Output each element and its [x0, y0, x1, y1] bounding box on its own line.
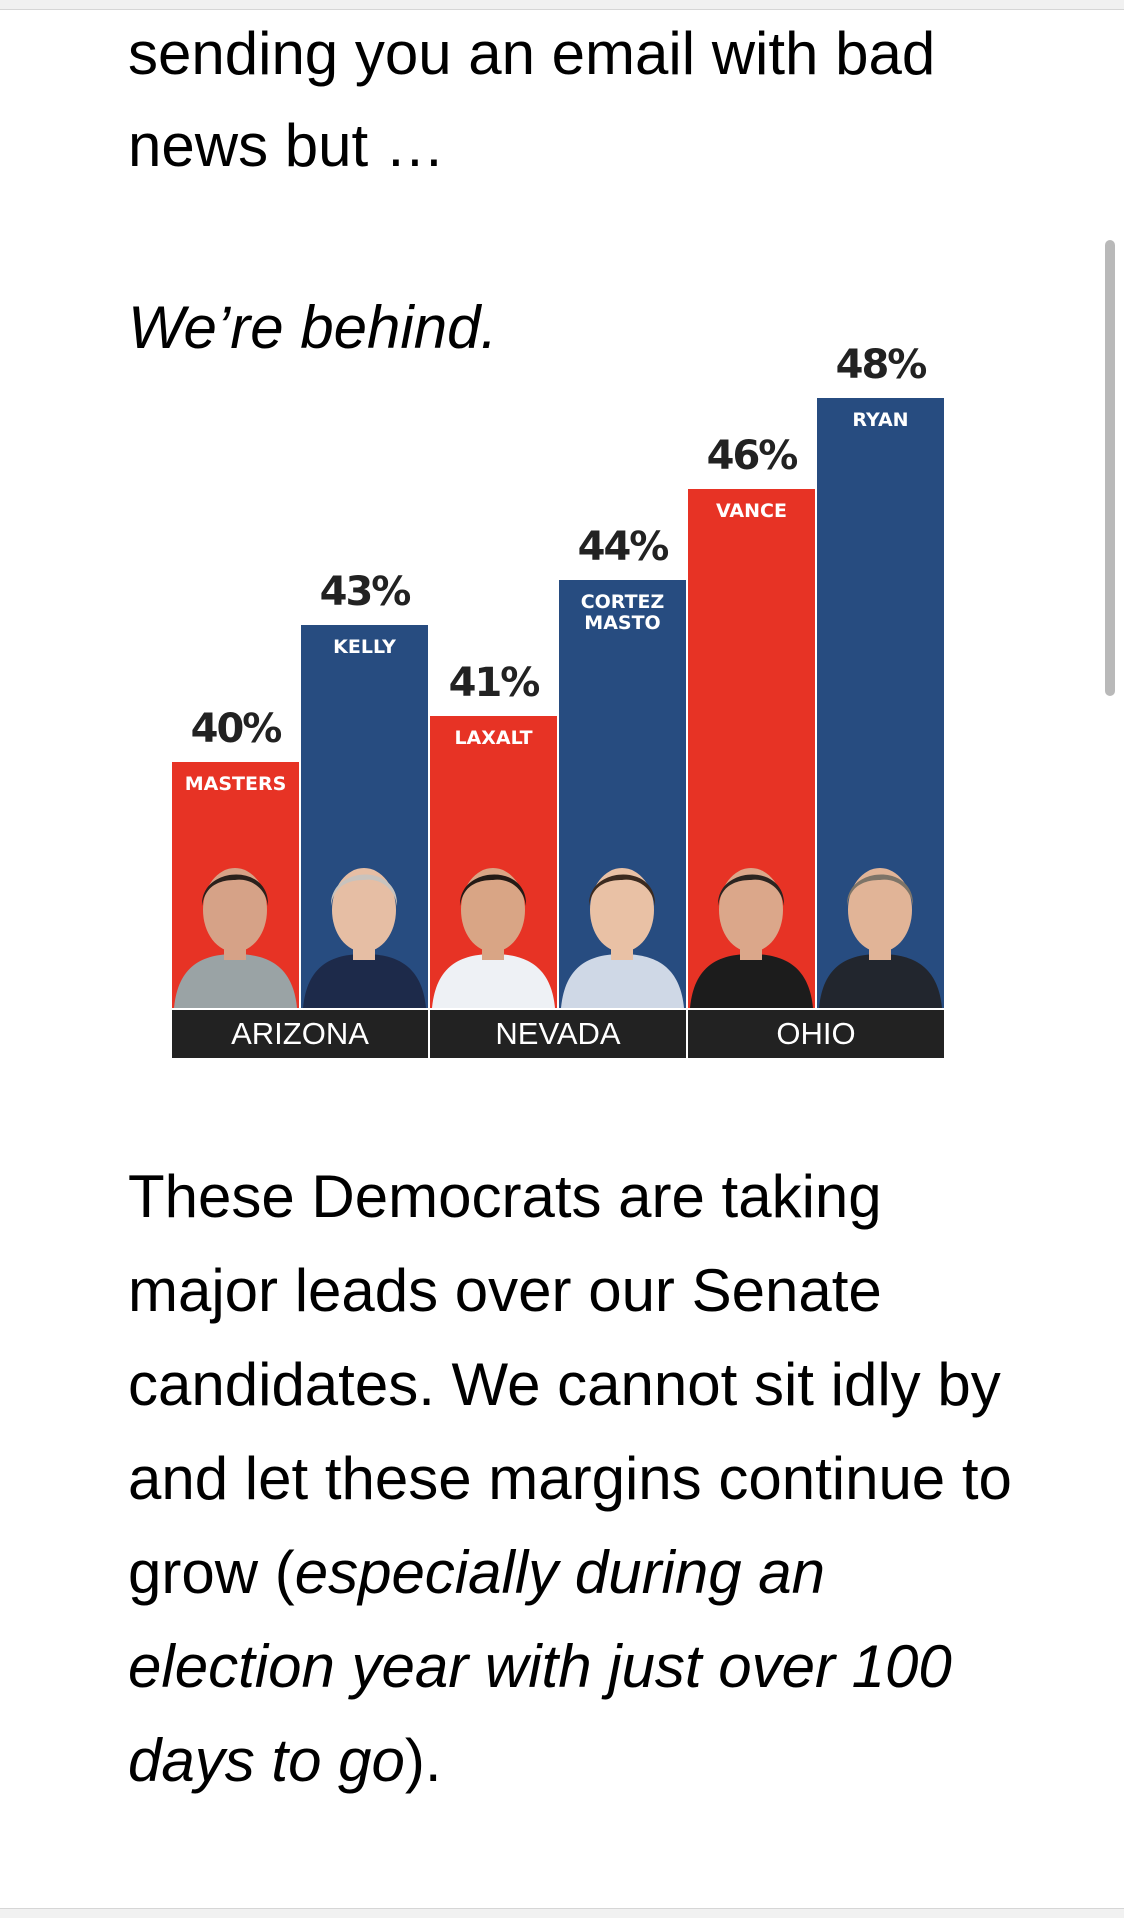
bar-cortez-masto: CORTEZ MASTO [559, 580, 686, 1008]
candidate-name-kelly: KELLY [333, 636, 396, 658]
candidate-photo-masters [174, 868, 297, 1008]
bottom-edge [0, 1908, 1124, 1918]
pct-label-laxalt: 41% [448, 660, 541, 706]
scrollbar[interactable] [1105, 240, 1115, 696]
poll-chart: 40% MASTERS 43% KELLY 41% LAXALT 44% CORTEZ MAS… [172, 342, 952, 1060]
top-edge [0, 0, 1124, 10]
candidate-name-masters: MASTERS [184, 773, 287, 795]
state-label-ohio: OHIO [688, 1010, 944, 1058]
candidate-name-ryan: RYAN [852, 409, 909, 431]
candidate-photo-ryan [819, 868, 942, 1008]
candidate-photo-vance [690, 868, 813, 1008]
pct-label-masters: 40% [190, 706, 283, 752]
candidate-photo-laxalt [432, 868, 555, 1008]
bar-masters: MASTERS [172, 762, 299, 1008]
body-text-start: These Democrats are taking major leads o… [128, 1163, 1012, 1606]
pct-label-cortez-masto: 44% [577, 524, 670, 570]
body-paragraph: These Democrats are taking major leads o… [128, 1150, 1028, 1808]
pct-label-vance: 46% [706, 433, 799, 479]
intro-text: sending you an email with bad news but … [128, 20, 936, 179]
candidate-name-laxalt: LAXALT [454, 727, 533, 749]
candidate-name-cortez-masto: CORTEZ MASTO [580, 591, 665, 634]
bar-vance: VANCE [688, 489, 815, 1008]
pct-label-kelly: 43% [319, 569, 412, 615]
candidate-photo-cortez-masto [561, 868, 684, 1008]
behind-text: We’re behind. [128, 294, 498, 361]
pct-label-ryan: 48% [835, 342, 928, 388]
candidate-name-vance: VANCE [716, 500, 787, 522]
bar-laxalt: LAXALT [430, 716, 557, 1008]
state-label-nevada: NEVADA [430, 1010, 686, 1058]
bar-kelly: KELLY [301, 625, 428, 1008]
bar-ryan: RYAN [817, 398, 944, 1008]
state-label-arizona: ARIZONA [172, 1010, 428, 1058]
body-text-italic: especially during an election year with … [128, 1539, 952, 1794]
candidate-photo-kelly [303, 868, 426, 1008]
body-text-end: ). [404, 1727, 442, 1794]
